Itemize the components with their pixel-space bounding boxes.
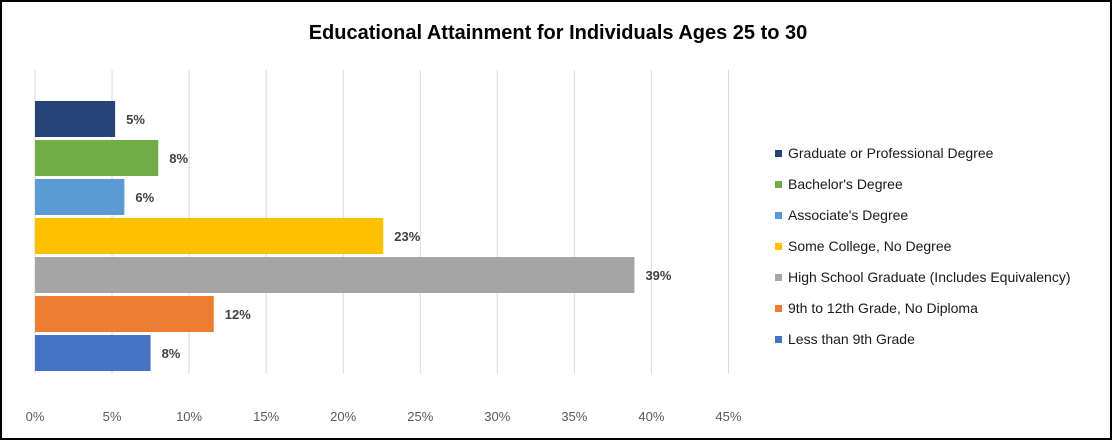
data-label: 8% [162,346,181,361]
bar [35,296,214,332]
bar [35,179,125,215]
x-tick-label: 10% [176,409,202,424]
data-label: 8% [169,151,188,166]
x-tick-label: 0% [26,409,45,424]
legend-swatch [775,273,782,281]
legend-swatch [775,242,782,250]
x-tick-label: 20% [330,409,356,424]
legend-label: Associate's Degree [788,207,909,223]
legend-item: Graduate or Professional Degree [775,143,993,163]
legend-item: 9th to 12th Grade, No Diploma [775,298,978,318]
legend-item: High School Graduate (Includes Equivalen… [775,267,1071,287]
bar [35,257,635,293]
legend-item: Less than 9th Grade [775,329,915,349]
legend-swatch [775,149,782,157]
x-tick-label: 15% [253,409,279,424]
legend-swatch [775,211,782,219]
data-label: 23% [394,229,420,244]
legend-label: High School Graduate (Includes Equivalen… [788,269,1071,285]
legend-item: Bachelor's Degree [775,174,903,194]
x-tick-label: 45% [715,409,741,424]
legend-swatch [775,335,782,343]
data-label: 6% [135,190,154,205]
legend-label: 9th to 12th Grade, No Diploma [788,300,978,316]
data-label: 5% [126,112,145,127]
bar [35,101,116,137]
chart-title: Educational Attainment for Individuals A… [308,22,808,44]
legend-item: Some College, No Degree [775,236,951,256]
legend-label: Less than 9th Grade [788,331,915,347]
legend-item: Associate's Degree [775,205,908,225]
legend-label: Bachelor's Degree [788,176,903,192]
x-tick-label: 30% [484,409,510,424]
x-tick-label: 40% [638,409,664,424]
data-label: 39% [645,268,671,283]
bar [35,140,159,176]
legend-label: Graduate or Professional Degree [788,145,994,161]
x-tick-label: 5% [103,409,122,424]
data-label: 12% [225,307,251,322]
legend-swatch [775,180,782,188]
x-tick-label: 35% [561,409,587,424]
legend-label: Some College, No Degree [788,238,952,254]
bar [35,335,151,371]
legend-swatch [775,304,782,312]
x-tick-label: 25% [407,409,433,424]
bar [35,218,384,254]
